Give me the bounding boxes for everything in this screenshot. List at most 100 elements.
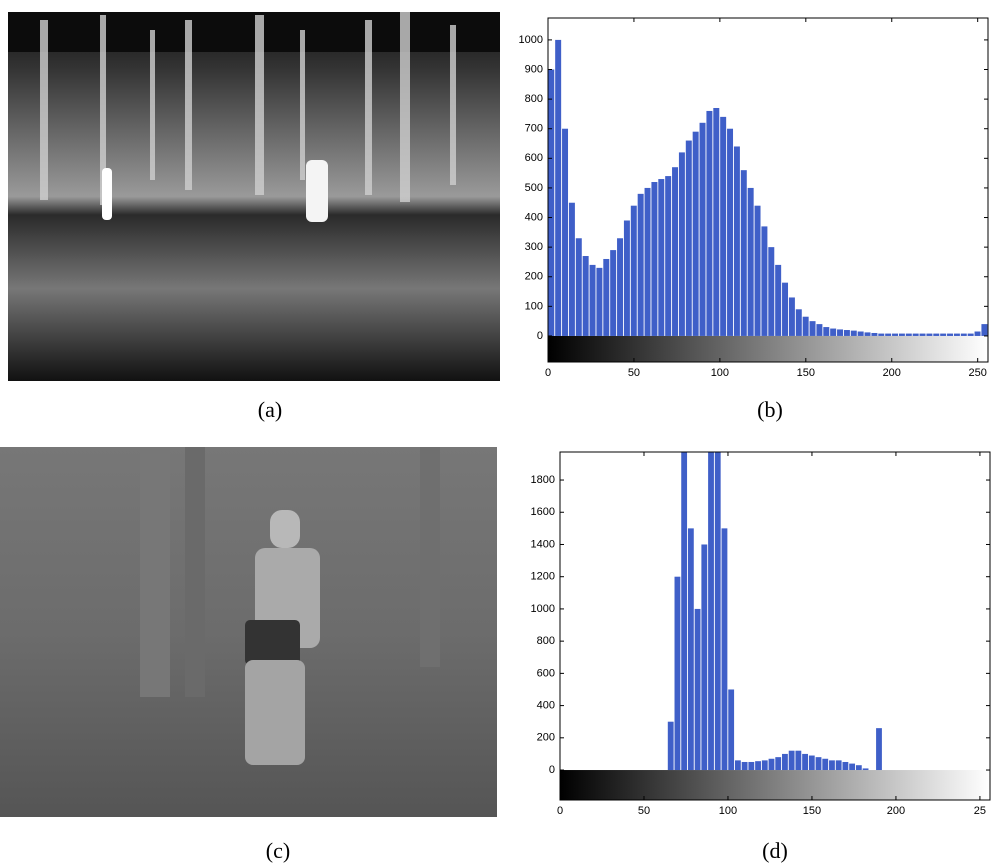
x-tick-label: 200 [887,805,905,817]
bar [802,753,808,771]
plot-area [560,452,990,800]
y-tick-label: 900 [525,63,543,75]
x-tick-label: 100 [711,367,729,379]
bar [754,205,761,336]
x-tick-label: 0 [557,805,563,817]
bar [617,238,624,336]
bar [830,328,837,336]
bar [748,761,755,771]
y-tick-label: 300 [525,241,543,253]
y-tick-label: 800 [537,635,555,647]
caption: (a) [258,397,282,422]
bar [678,152,685,336]
x-tick-label: 50 [638,805,650,817]
bar [596,267,603,336]
bar [713,107,720,336]
bar [843,330,850,336]
bar [740,170,747,336]
bar [864,332,871,336]
bar [809,321,816,336]
bar [623,220,630,336]
y-tick-label: 400 [525,211,543,223]
bar [981,324,988,336]
bar [782,753,788,771]
bar [694,608,701,771]
bar [651,182,658,336]
grayscale-bar [560,770,990,800]
y-tick-label: 1400 [531,538,555,550]
y-tick-label: 700 [525,123,543,135]
x-tick-label: 200 [883,367,901,379]
bar [761,226,768,336]
x-tick-label: 50 [628,367,640,379]
bar [919,333,926,336]
bar [788,750,795,771]
bar [747,187,754,336]
bar [589,264,596,336]
bar [681,452,688,771]
bar [582,256,589,336]
bar [829,760,835,771]
bar [568,202,575,336]
bar [674,576,681,771]
x-tick-label: 250 [969,367,987,379]
bar [815,757,822,771]
bar [857,331,864,336]
bar [692,131,699,336]
bar [721,528,728,771]
bar [876,728,882,771]
bar [610,250,617,336]
bar [967,333,974,336]
bar [644,187,651,336]
bar [562,128,569,336]
bar [685,140,692,336]
bar [733,146,740,336]
bar [842,761,849,771]
bar [782,282,789,336]
bar [734,760,741,771]
bar [775,757,782,771]
bar [808,755,815,771]
bar [575,238,582,336]
bar [741,761,748,771]
bar [862,768,869,771]
bar [687,528,694,771]
bar [940,333,947,336]
bar [672,167,679,336]
bar [849,763,856,771]
bar [835,760,842,771]
bar [905,333,912,336]
y-tick-label: 0 [537,330,543,342]
bar [603,258,610,336]
y-tick-label: 1800 [531,474,555,486]
bar [555,39,562,336]
y-tick-label: 0 [549,764,555,776]
bar [768,758,775,771]
bar [892,333,899,336]
bar [658,179,665,336]
bar [947,333,954,336]
grayscale-bar [548,335,988,362]
bar [878,333,885,336]
bar [837,329,844,336]
bar [974,331,981,336]
bar [714,452,721,771]
caption: (b) [757,397,783,422]
bar [768,247,775,336]
y-tick-label: 1000 [531,603,555,615]
bar [822,758,829,771]
bar [708,452,714,771]
bar [898,333,905,336]
y-tick-label: 200 [525,271,543,283]
bar [728,689,735,771]
bar [926,333,933,336]
bar [788,297,795,336]
bar [850,330,857,336]
x-tick-label: 0 [545,367,551,379]
bars [667,452,882,771]
x-tick-label: 100 [719,805,737,817]
bar [953,333,960,336]
bar [727,128,734,336]
y-tick-label: 800 [525,93,543,105]
